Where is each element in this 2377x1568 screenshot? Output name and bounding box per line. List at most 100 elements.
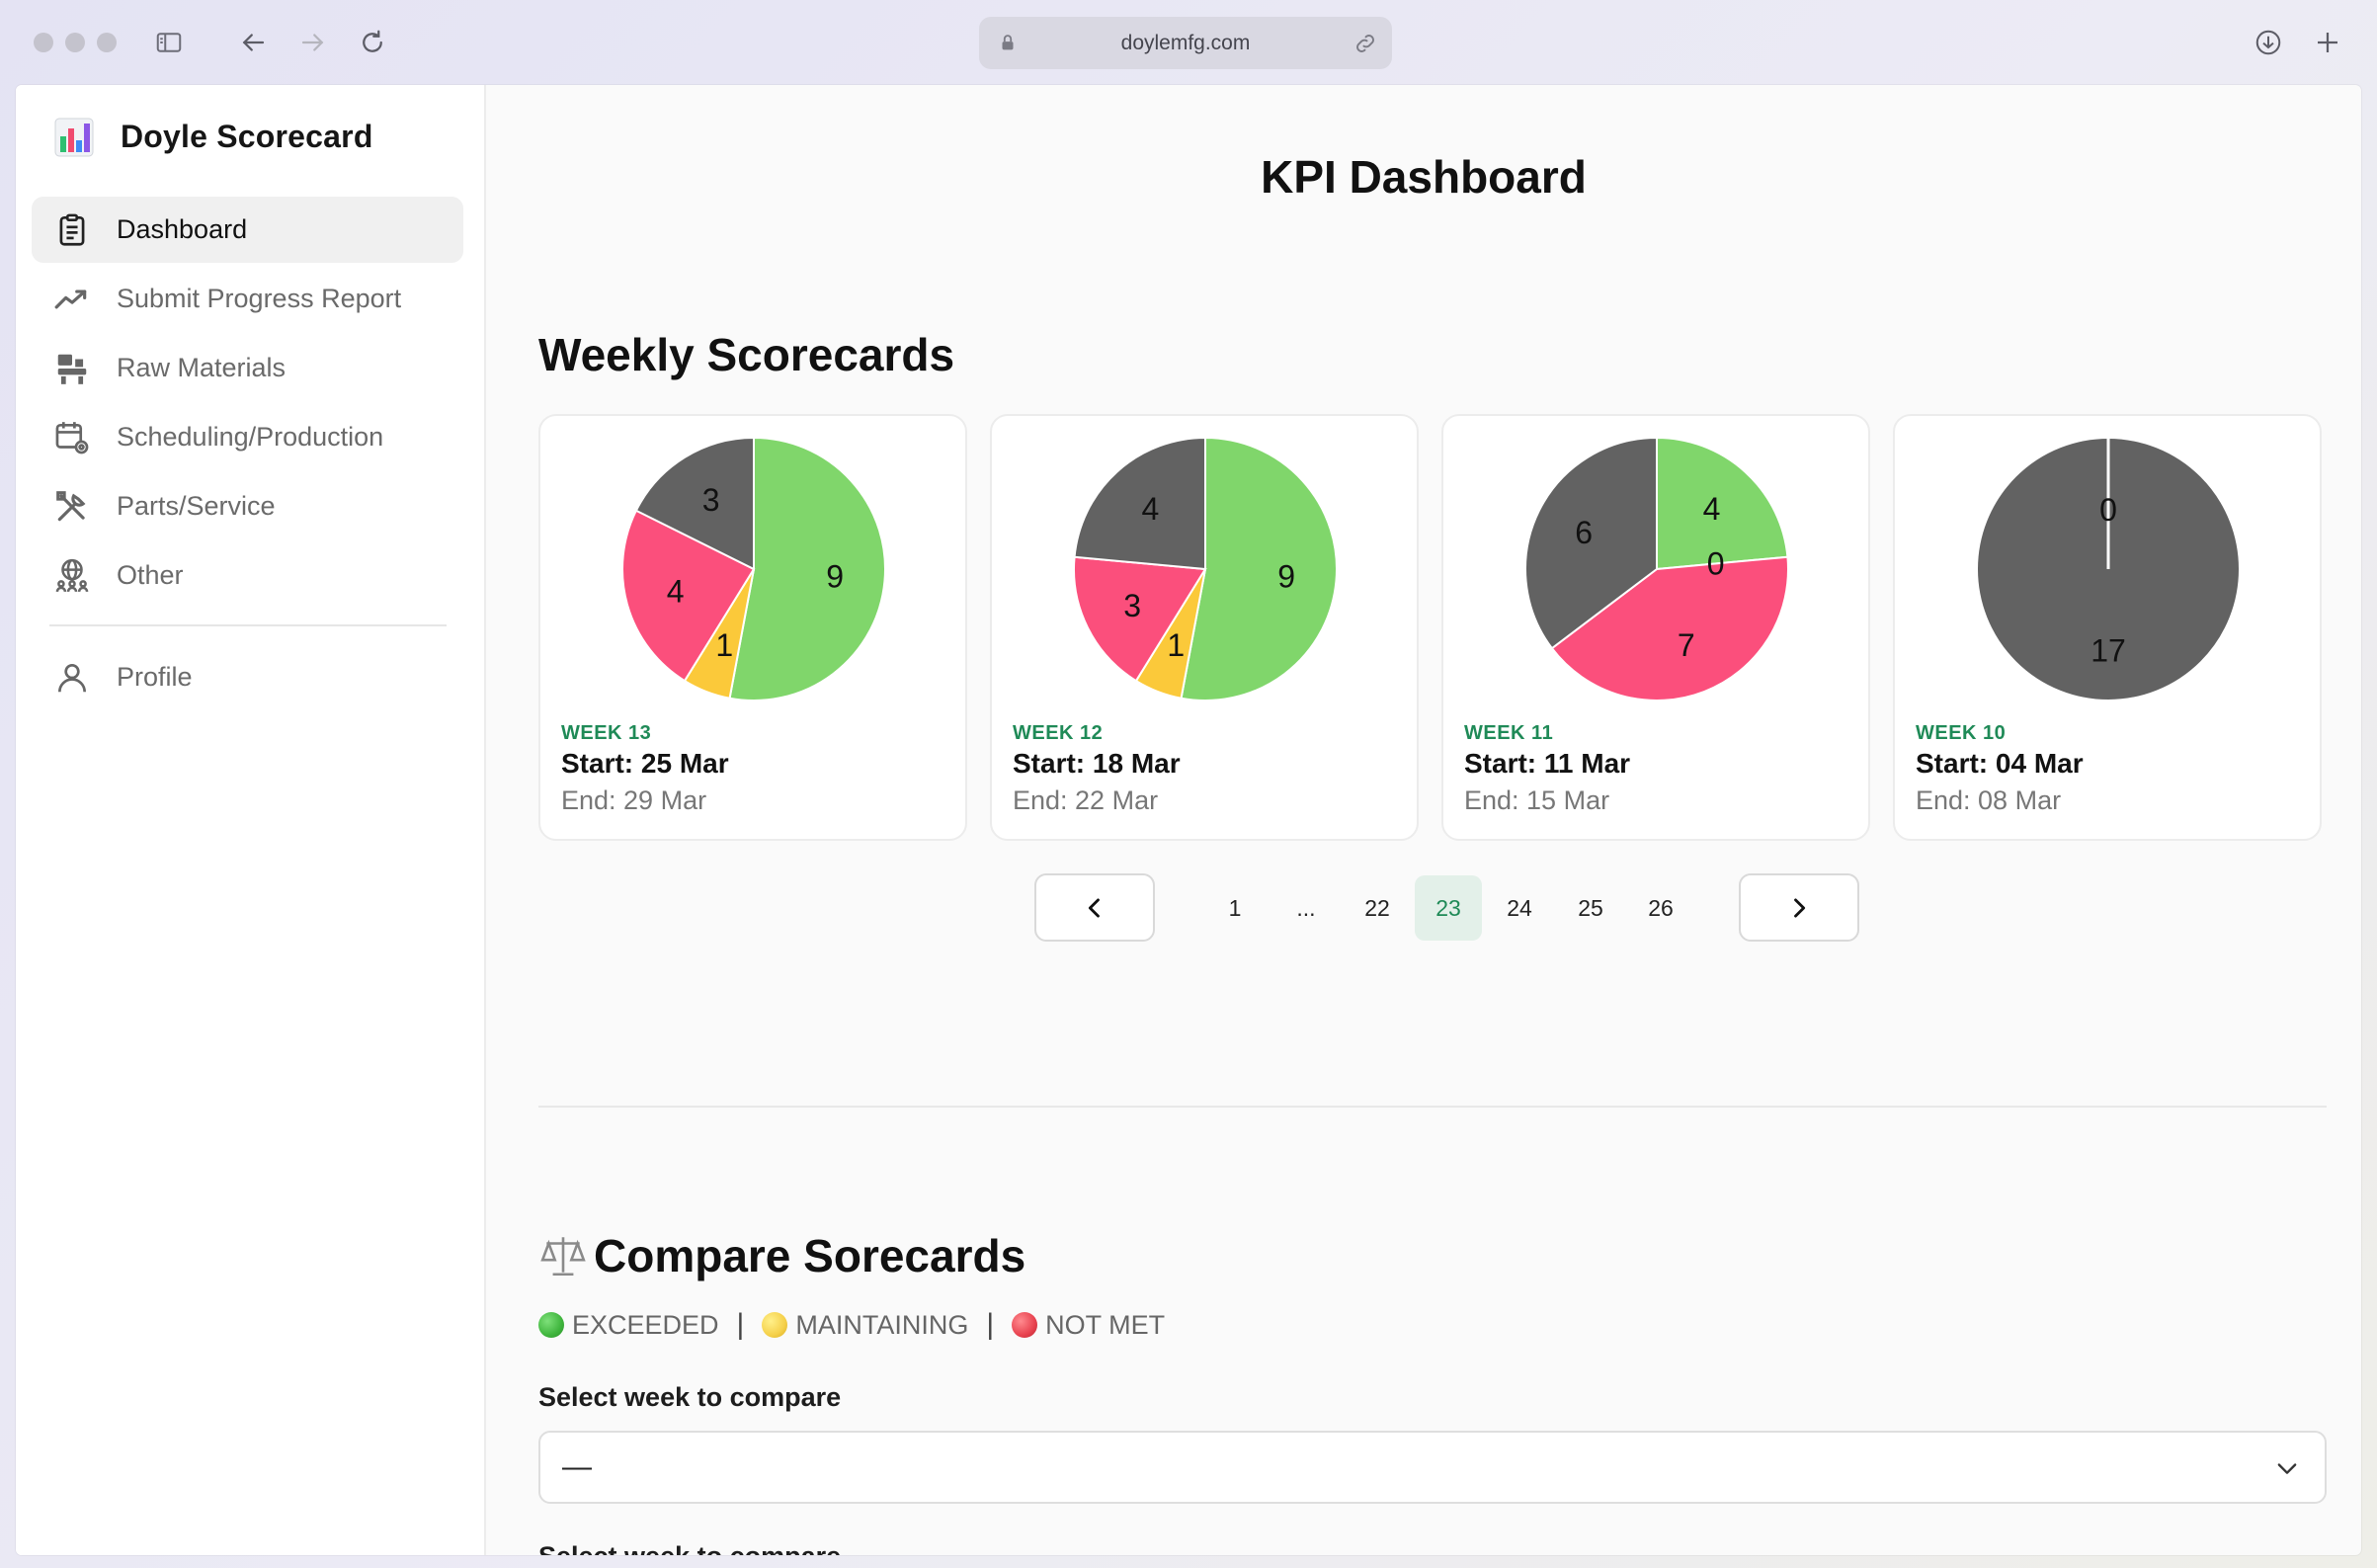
brand-name: Doyle Scorecard xyxy=(121,118,373,154)
chevron-down-icon xyxy=(2277,1463,2297,1474)
start-date: Start: 25 Mar xyxy=(561,748,729,779)
person-icon xyxy=(57,663,87,692)
close-window-button[interactable] xyxy=(34,33,53,52)
sidebar-item-label: Profile xyxy=(117,662,193,692)
sidebar-item-submit-progress-report[interactable]: Submit Progress Report xyxy=(32,266,463,332)
sidebar-item-scheduling-production[interactable]: Scheduling/Production xyxy=(32,404,463,470)
maximize-window-button[interactable] xyxy=(97,33,117,52)
clipboard-icon xyxy=(59,213,85,246)
legend-label: MAINTAINING xyxy=(795,1309,969,1340)
end-date: End: 08 Mar xyxy=(1916,785,2062,815)
pie-value-label: 17 xyxy=(2090,632,2126,668)
pie-slice-not-met xyxy=(1073,555,1207,683)
start-date: Start: 04 Mar xyxy=(1916,748,2084,779)
scorecard-card[interactable]: 4 0 7 6 WEEK 11 Start: 11 Mar End: 15 Mar xyxy=(1441,414,1870,841)
sidebar-item-other[interactable]: Other xyxy=(32,542,463,609)
pie-value-label: 6 xyxy=(1575,515,1593,550)
sidebar-item-label: Scheduling/Production xyxy=(117,422,384,452)
reload-icon[interactable] xyxy=(352,22,393,63)
bar-chart-logo-icon xyxy=(54,118,94,157)
next-page-button[interactable] xyxy=(1739,873,1859,942)
lock-icon xyxy=(1002,35,1014,50)
legend-label: NOT MET xyxy=(1045,1309,1166,1340)
end-date: End: 29 Mar xyxy=(561,785,707,815)
pie-slice-not-met xyxy=(1550,555,1789,701)
page-number[interactable]: 26 xyxy=(1648,894,1674,921)
balance-scale-icon xyxy=(540,1237,586,1277)
pie-slice-other xyxy=(1524,436,1658,650)
week-compare-select[interactable]: — xyxy=(538,1431,2327,1504)
legend: EXCEEDED | MAINTAINING | NOT MET xyxy=(538,1308,1165,1342)
week-label: WEEK 10 xyxy=(1916,722,2007,744)
page-title: KPI Dashboard xyxy=(1261,151,1587,203)
link-icon[interactable] xyxy=(1352,31,1378,56)
pie-value-label: 3 xyxy=(1123,588,1141,623)
maintaining-dot-icon xyxy=(762,1312,788,1338)
forward-arrow-icon[interactable] xyxy=(292,22,334,63)
legend-separator: | xyxy=(986,1308,995,1341)
compare-title: Compare Sorecards xyxy=(594,1230,1026,1281)
chevron-left-icon xyxy=(1088,897,1100,918)
pie-value-label: 0 xyxy=(2099,492,2117,528)
address-bar[interactable]: doylemfg.com xyxy=(979,17,1392,69)
weekly-scorecards-heading: Weekly Scorecards xyxy=(538,329,955,380)
pie-value-label: 4 xyxy=(1703,491,1721,527)
sidebar-item-dashboard[interactable]: Dashboard xyxy=(32,197,463,263)
legend-separator: | xyxy=(736,1308,745,1341)
sidebar-item-label: Submit Progress Report xyxy=(117,284,402,313)
page-number[interactable]: 22 xyxy=(1364,894,1390,921)
download-icon[interactable] xyxy=(2248,22,2289,63)
week-label: WEEK 12 xyxy=(1013,722,1104,744)
select-week-label: Select week to compare xyxy=(538,1382,842,1412)
pie-slice-other xyxy=(634,436,755,571)
pie-value-label: 9 xyxy=(826,559,844,595)
trending-up-icon xyxy=(54,289,87,308)
end-date: End: 15 Mar xyxy=(1464,785,1610,815)
page-number[interactable]: 1 xyxy=(1228,894,1242,921)
pie-value-label: 1 xyxy=(715,627,733,663)
start-date: Start: 18 Mar xyxy=(1013,748,1181,779)
page-number-current[interactable]: 23 xyxy=(1415,875,1482,941)
not-met-dot-icon xyxy=(1012,1312,1038,1338)
sidebar-item-profile[interactable]: Profile xyxy=(32,644,463,710)
new-tab-plus-icon[interactable] xyxy=(2307,22,2348,63)
section-divider xyxy=(538,1106,2327,1108)
minimize-window-button[interactable] xyxy=(65,33,85,52)
pie-value-label: 9 xyxy=(1277,559,1295,595)
brand[interactable]: Doyle Scorecard xyxy=(53,115,373,158)
machinery-icon xyxy=(57,354,87,384)
page-number[interactable]: 24 xyxy=(1507,894,1532,921)
previous-page-button[interactable] xyxy=(1034,873,1155,942)
pie-value-label: 4 xyxy=(1142,491,1160,527)
legend-label: EXCEEDED xyxy=(572,1309,719,1340)
sidebar-item-raw-materials[interactable]: Raw Materials xyxy=(32,335,463,401)
sidebar-item-label: Other xyxy=(117,560,184,590)
sidebar-item-label: Dashboard xyxy=(117,214,248,244)
pie-value-label: 7 xyxy=(1678,627,1695,663)
exceeded-dot-icon xyxy=(538,1312,564,1338)
back-arrow-icon[interactable] xyxy=(232,22,274,63)
scorecard-pie-chart: 0 17 xyxy=(1976,437,2241,701)
page-ellipsis: ... xyxy=(1296,894,1316,921)
browser-toolbar: doylemfg.com xyxy=(0,0,2377,85)
select-week-label-2: Select week to compare xyxy=(538,1541,841,1555)
pie-value-label: 4 xyxy=(667,574,685,610)
pie-value-label: 1 xyxy=(1167,627,1185,663)
scorecard-pie-chart: 9 14 3 xyxy=(621,436,886,701)
sidebar-item-parts-service[interactable]: Parts/Service xyxy=(32,473,463,539)
pie-slice-exceeded xyxy=(728,436,886,701)
sidebar-toggle-icon[interactable] xyxy=(148,22,190,63)
week-label: WEEK 11 xyxy=(1464,722,1554,744)
sidebar-item-label: Parts/Service xyxy=(117,491,276,521)
scorecard-card[interactable]: 0 17 WEEK 10 Start: 04 Mar End: 08 Mar xyxy=(1893,414,2322,841)
page-number[interactable]: 25 xyxy=(1578,894,1603,921)
globe-people-icon xyxy=(55,558,89,592)
start-date: Start: 11 Mar xyxy=(1464,748,1631,779)
sidebar-divider xyxy=(49,624,447,626)
calendar-gear-icon xyxy=(55,421,89,454)
sidebar: Doyle Scorecard Dashboard Submit Progres… xyxy=(16,85,486,1555)
pie-value-label: 3 xyxy=(702,482,720,518)
